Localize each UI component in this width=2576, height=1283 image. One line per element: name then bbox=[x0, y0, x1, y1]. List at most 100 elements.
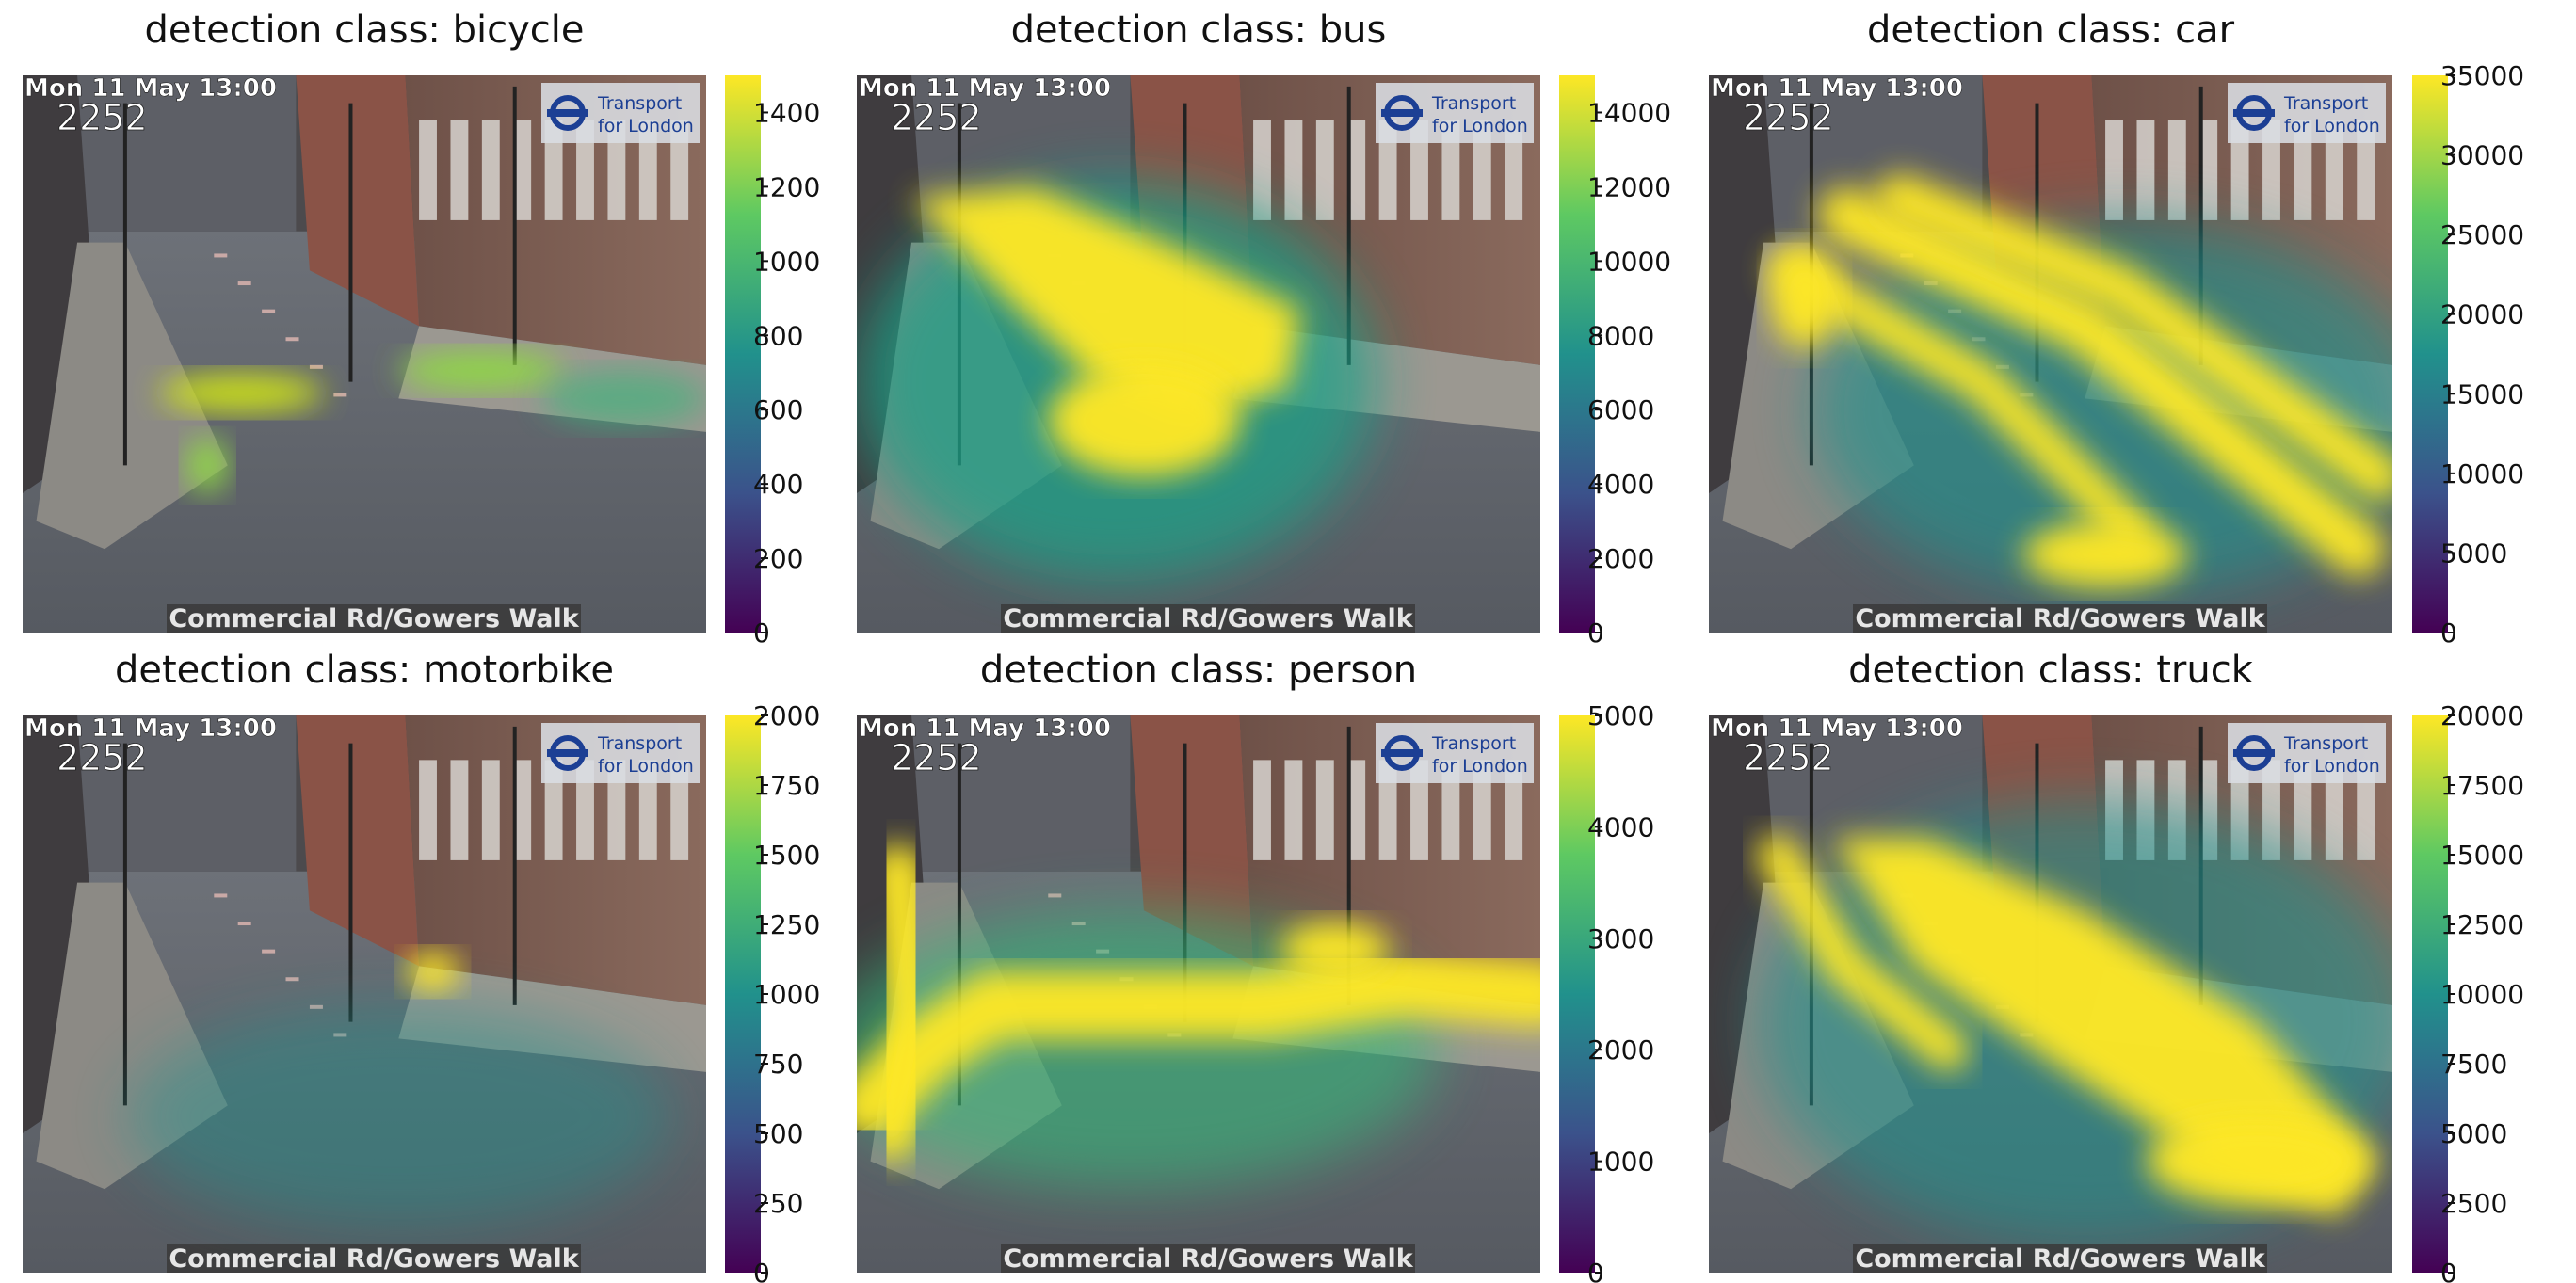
window bbox=[1253, 760, 1271, 860]
heat-overlay bbox=[1756, 798, 2392, 1245]
heat-blob bbox=[1280, 922, 1391, 978]
window bbox=[1347, 760, 1366, 860]
far-buildings bbox=[56, 75, 297, 232]
heat-band bbox=[1770, 249, 2153, 553]
colorbar-tick-label: 0 bbox=[2440, 1258, 2457, 1283]
road-marking bbox=[237, 922, 251, 926]
camera-timestamp: Mon 11 May 13:00 bbox=[859, 714, 1111, 743]
tfl-logo-text: Transport bbox=[597, 93, 682, 114]
heat-blob bbox=[2146, 1116, 2365, 1206]
tfl-logo-text: Transport bbox=[1431, 733, 1516, 754]
colorbar-tick-label: 5000 bbox=[2440, 1118, 2507, 1149]
camera-location: Commercial Rd/Gowers Walk bbox=[1003, 1244, 1413, 1274]
camera-id: 2252 bbox=[1743, 737, 1834, 778]
tfl-logo-text: for London bbox=[598, 756, 694, 777]
heat-band bbox=[1756, 834, 1969, 1070]
colorbar-tick-label: 4000 bbox=[1587, 469, 1654, 500]
road-marking bbox=[237, 281, 251, 286]
brick-building bbox=[1130, 715, 1254, 967]
camera-location: Commercial Rd/Gowers Walk bbox=[1855, 1244, 2265, 1274]
window bbox=[1473, 120, 1491, 220]
road-marking bbox=[309, 364, 323, 369]
heat-overlay bbox=[857, 181, 1377, 583]
colorbar bbox=[1559, 715, 1595, 1273]
colorbar-tick-label: 400 bbox=[753, 469, 803, 500]
window bbox=[513, 120, 532, 220]
colorbar-tick-label: 5000 bbox=[2440, 537, 2507, 569]
road-marking bbox=[262, 949, 276, 954]
colorbar-tick-label: 4000 bbox=[1587, 811, 1654, 842]
camera-timestamp: Mon 11 May 13:00 bbox=[1711, 714, 1963, 743]
camera-location: Commercial Rd/Gowers Walk bbox=[1003, 604, 1413, 633]
heat-blob bbox=[2022, 521, 2188, 588]
tfl-logo-text: Transport bbox=[1431, 93, 1516, 114]
window bbox=[638, 760, 657, 860]
colorbar-tick-label: 20000 bbox=[2440, 700, 2524, 731]
camera-timestamp: Mon 11 May 13:00 bbox=[24, 714, 277, 743]
window bbox=[481, 760, 500, 860]
tfl-roundel-bar bbox=[2233, 749, 2275, 757]
road-marking bbox=[214, 253, 228, 258]
colorbar-tick-label: 10000 bbox=[1587, 246, 1671, 277]
window bbox=[1473, 760, 1491, 860]
heat-blob bbox=[1048, 364, 1240, 477]
colorbar-tick-label: 10000 bbox=[2440, 458, 2524, 489]
heat-band bbox=[863, 843, 940, 1162]
window bbox=[2325, 760, 2343, 860]
window bbox=[1505, 760, 1523, 860]
camera-location: Commercial Rd/Gowers Walk bbox=[169, 604, 579, 633]
road-marking bbox=[309, 1004, 323, 1009]
colorbar-tick-label: 12000 bbox=[1587, 171, 1671, 202]
tfl-logo-text: for London bbox=[2284, 116, 2380, 136]
panel-title: detection class: car bbox=[1867, 8, 2235, 52]
camera-location: Commercial Rd/Gowers Walk bbox=[1855, 604, 2265, 633]
colorbar-tick-label: 25000 bbox=[2440, 219, 2524, 250]
colorbar bbox=[1559, 75, 1595, 633]
colorbar-tick-label: 6000 bbox=[1587, 394, 1654, 425]
heat-blob bbox=[124, 1004, 672, 1228]
camera-timestamp: Mon 11 May 13:00 bbox=[24, 74, 277, 103]
colorbar-tick-label: 1400 bbox=[753, 97, 820, 128]
window bbox=[2294, 120, 2312, 220]
colorbar bbox=[2412, 75, 2448, 633]
location-caption-box bbox=[1001, 604, 1415, 633]
panel-title: detection class: truck bbox=[1848, 649, 2254, 692]
colorbar-tick-label: 0 bbox=[753, 617, 770, 649]
colorbar-tick-label: 800 bbox=[753, 320, 803, 351]
colorbar-tick-label: 0 bbox=[1587, 1258, 1604, 1283]
heatmap-panel: detection class: bicycle Mon 11 May 13:00… bbox=[23, 8, 820, 649]
camera-id: 2252 bbox=[891, 97, 982, 138]
window bbox=[1315, 120, 1334, 220]
tfl-logo-text: for London bbox=[598, 116, 694, 136]
road-marking bbox=[262, 309, 276, 313]
heat-band bbox=[1876, 173, 2392, 501]
window bbox=[576, 120, 594, 220]
colorbar-tick-label: 250 bbox=[753, 1188, 803, 1219]
camera-frame bbox=[23, 715, 706, 1273]
camera-frame bbox=[1709, 75, 2392, 633]
panel-title: detection class: bicycle bbox=[145, 8, 585, 52]
heat-blob bbox=[159, 373, 324, 413]
location-caption-box bbox=[1001, 1244, 1415, 1273]
brick-building bbox=[296, 75, 420, 327]
window bbox=[419, 760, 437, 860]
window bbox=[638, 120, 657, 220]
colorbar-tick-label: 5000 bbox=[1587, 700, 1654, 731]
window bbox=[1315, 760, 1334, 860]
heatmap-panel: detection class: bus Mon 11 May 13:002252… bbox=[857, 8, 1671, 649]
road-marking bbox=[214, 893, 228, 898]
road-marking bbox=[285, 337, 299, 342]
location-caption-box bbox=[167, 1244, 581, 1273]
camera-frame bbox=[23, 75, 706, 633]
colorbar-tick-label: 1750 bbox=[753, 770, 820, 801]
window bbox=[2262, 760, 2280, 860]
window bbox=[2199, 120, 2218, 220]
window bbox=[2357, 120, 2375, 220]
colorbar-tick-label: 0 bbox=[753, 1258, 770, 1283]
colorbar-tick-label: 1000 bbox=[1587, 1147, 1654, 1178]
location-caption-box bbox=[167, 604, 581, 633]
tfl-logo-text: for London bbox=[1432, 756, 1528, 777]
window bbox=[544, 760, 563, 860]
colorbar-tick-label: 750 bbox=[753, 1049, 803, 1080]
window bbox=[2357, 760, 2375, 860]
